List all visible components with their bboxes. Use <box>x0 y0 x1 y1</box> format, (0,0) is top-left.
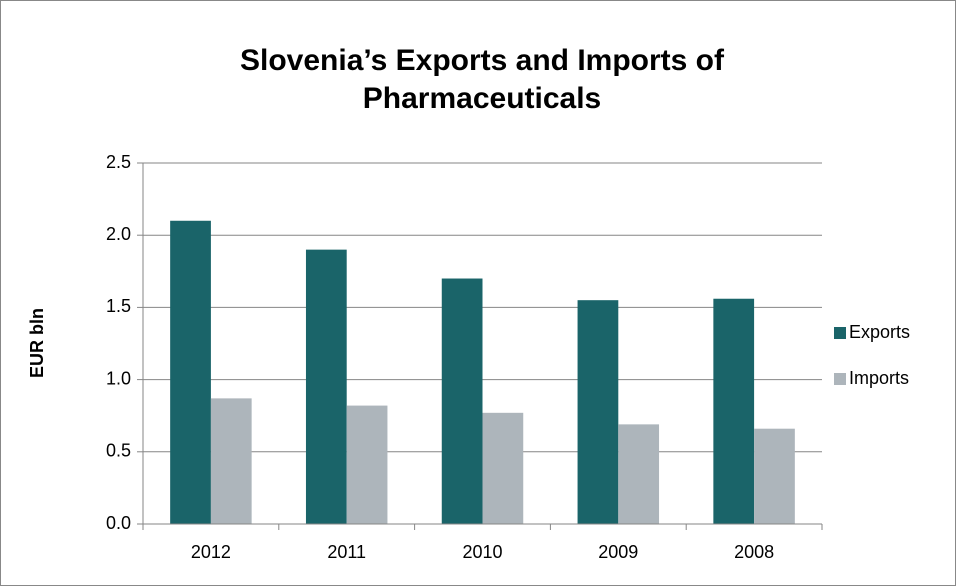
bar <box>305 249 347 524</box>
y-axis-label: EUR bln <box>27 308 47 378</box>
bar <box>577 300 619 524</box>
x-tick-label: 2011 <box>327 542 366 562</box>
x-tick-label: 2010 <box>462 542 502 562</box>
x-tick-label: 2009 <box>598 542 638 562</box>
y-tick-label: 0.0 <box>106 513 131 533</box>
bar <box>441 278 483 524</box>
x-tick-label: 2012 <box>191 542 231 562</box>
legend-label: Imports <box>849 368 909 388</box>
x-tick-label: 2008 <box>734 542 774 562</box>
chart-title: Slovenia’s Exports and Imports of Pharmac… <box>240 44 725 115</box>
y-tick-label: 2.5 <box>106 152 131 172</box>
bar <box>482 412 524 524</box>
bar <box>210 398 252 524</box>
y-tick-label: 2.0 <box>106 224 131 244</box>
bar <box>713 298 755 524</box>
y-tick-label: 1.5 <box>106 296 131 316</box>
legend-swatch <box>834 327 846 339</box>
y-tick-label: 0.5 <box>106 441 131 461</box>
legend-swatch <box>834 373 846 385</box>
y-tick-label: 1.0 <box>106 368 131 388</box>
bar <box>170 220 211 524</box>
bar <box>618 424 660 524</box>
bar <box>346 405 388 524</box>
bar <box>754 428 795 524</box>
legend-label: Exports <box>849 322 910 342</box>
